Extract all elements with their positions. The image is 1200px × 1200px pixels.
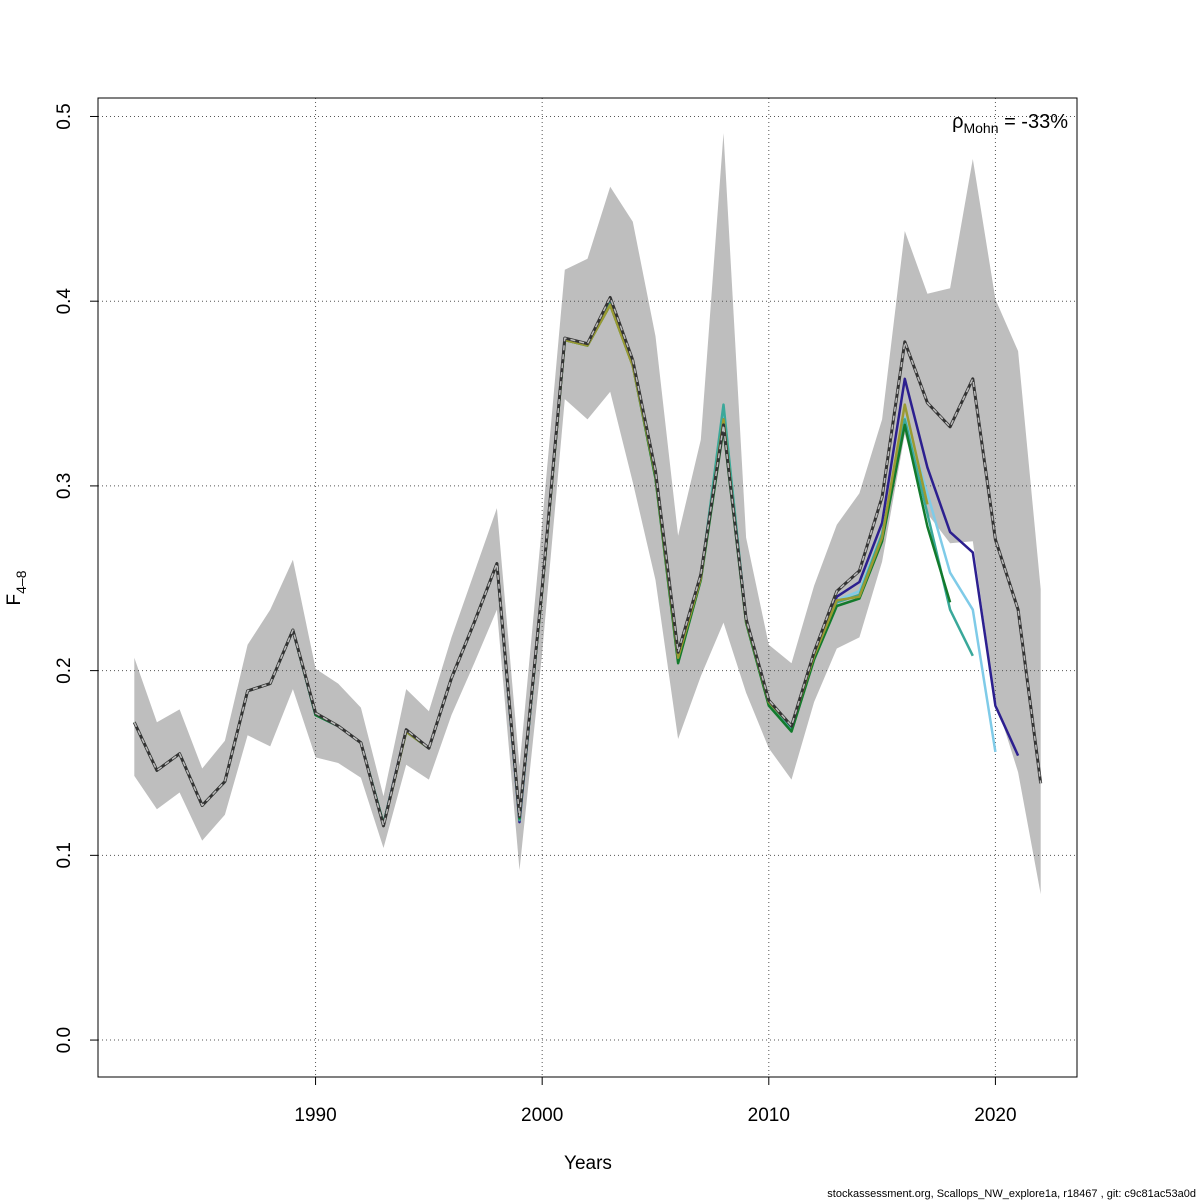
x-tick-label: 2000 <box>521 1105 563 1126</box>
grid-layer <box>98 98 1077 1077</box>
x-tick-label: 2020 <box>974 1105 1016 1126</box>
y-axis-title: F4–8 <box>4 570 29 605</box>
y-tick-label: 0.4 <box>54 288 75 315</box>
series-layer <box>132 296 1043 828</box>
y-tick-label: 0.1 <box>54 842 75 868</box>
y-tick-label: 0.0 <box>54 1027 75 1053</box>
plot-frame <box>97 97 1078 1078</box>
x-axis-title: Years <box>564 1153 612 1174</box>
y-axis: 0.0 0.1 0.2 0.3 0.4 0.5 <box>54 103 99 1053</box>
y-tick-label: 0.2 <box>54 657 75 683</box>
y-axis-title-main: F <box>4 594 25 606</box>
mohn-rho-subscript: Mohn <box>963 120 998 136</box>
x-tick-label: 2010 <box>748 1105 790 1126</box>
y-tick-label: 0.5 <box>54 103 75 129</box>
footer-credit: stockassessment.org, Scallops_NW_explore… <box>827 1188 1196 1200</box>
x-tick-label: 1990 <box>294 1105 336 1126</box>
mohn-rho-annotation: ρMohn = -33% <box>952 111 1068 136</box>
confidence-band-layer <box>134 133 1041 895</box>
series-line-7 <box>133 296 1042 827</box>
mohn-rho-symbol: ρ <box>952 111 963 133</box>
y-tick-label: 0.3 <box>54 473 75 499</box>
confidence-band <box>134 133 1041 895</box>
mohn-rho-value: = -33% <box>999 111 1069 133</box>
x-axis: 1990 2000 2010 2020 <box>294 1076 1017 1126</box>
y-axis-title-subscript: 4–8 <box>13 570 29 594</box>
